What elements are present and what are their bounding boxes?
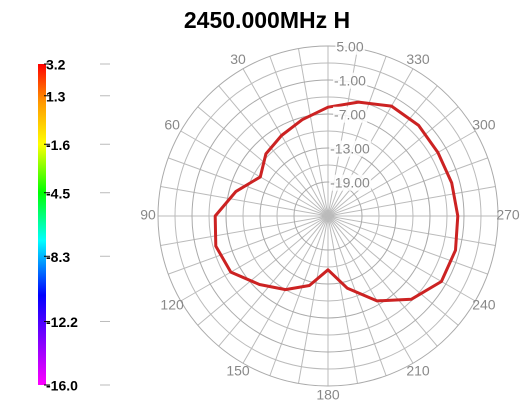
radial-label: -19.00 bbox=[330, 175, 370, 191]
grid-ring bbox=[191, 79, 465, 353]
colorbar-label: -16.0 bbox=[46, 378, 78, 394]
radial-label-bg bbox=[333, 72, 368, 89]
pattern-line bbox=[213, 100, 460, 303]
colorbar bbox=[38, 64, 46, 385]
chart-title: 2450.000MHz H bbox=[184, 7, 350, 33]
angle-label: 330 bbox=[406, 51, 430, 67]
angle-label: 300 bbox=[472, 117, 496, 133]
angle-label: 210 bbox=[406, 363, 430, 379]
colorbar-label: -1.6 bbox=[46, 137, 70, 153]
angle-label: 120 bbox=[160, 297, 184, 313]
grid-ring-minor bbox=[276, 164, 380, 268]
radial-label: 5.00 bbox=[336, 39, 363, 55]
grid-ring bbox=[293, 181, 363, 251]
angle-label: 90 bbox=[140, 207, 156, 223]
radial-label-bg bbox=[329, 174, 372, 191]
radial-label: -7.00 bbox=[334, 107, 366, 123]
grid-ring bbox=[259, 147, 397, 285]
grid-ring-minor bbox=[174, 62, 482, 370]
radial-label: -13.00 bbox=[330, 141, 370, 157]
grid-ring bbox=[157, 45, 499, 387]
colorbar-label: 1.3 bbox=[46, 88, 66, 104]
colorbar-label: -8.3 bbox=[46, 249, 70, 265]
radial-label-bg bbox=[333, 106, 368, 123]
colorbar-label: -4.5 bbox=[46, 185, 70, 201]
radial-label: -1.00 bbox=[334, 73, 366, 89]
colorbar-label: -12.2 bbox=[46, 314, 78, 330]
grid-ring-minor bbox=[208, 96, 448, 336]
angle-label: 150 bbox=[226, 363, 250, 379]
angle-label: 270 bbox=[496, 207, 520, 223]
colorbar-label: 3.2 bbox=[46, 57, 66, 73]
grid-ring bbox=[225, 113, 431, 319]
angle-label: 240 bbox=[472, 297, 496, 313]
angle-label: 180 bbox=[316, 387, 340, 401]
grid-ring-minor bbox=[242, 130, 414, 302]
angle-label: 60 bbox=[164, 117, 180, 133]
angle-label: 30 bbox=[230, 51, 246, 67]
radial-label-bg bbox=[329, 140, 372, 157]
radial-label-bg bbox=[335, 38, 365, 55]
